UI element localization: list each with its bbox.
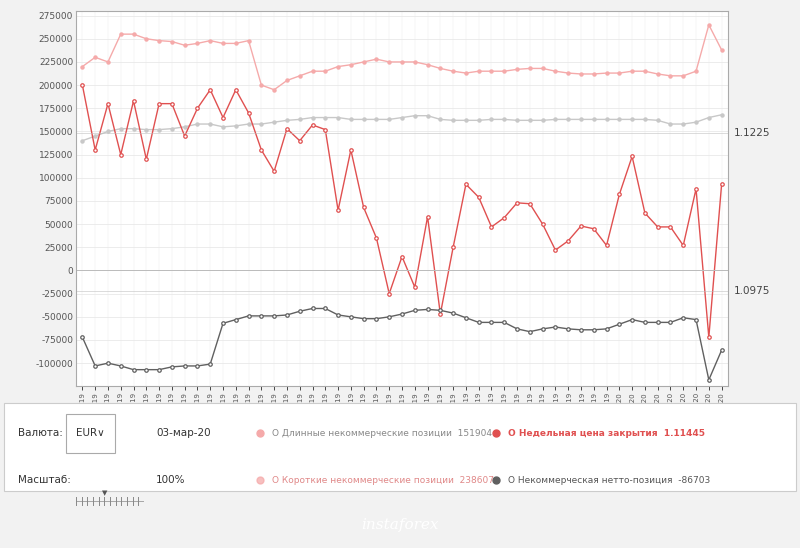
Text: Масштаб:: Масштаб:: [18, 475, 70, 485]
Text: 03-мар-20: 03-мар-20: [156, 429, 210, 438]
Text: О Некоммерческая нетто-позиция  -86703: О Некоммерческая нетто-позиция -86703: [508, 476, 710, 484]
Text: 100%: 100%: [156, 475, 186, 485]
FancyBboxPatch shape: [4, 403, 796, 491]
Text: О Длинные некоммерческие позиции  151904: О Длинные некоммерческие позиции 151904: [272, 429, 492, 438]
Text: ▼: ▼: [102, 490, 107, 496]
Text: О Недельная цена закрытия  1.11445: О Недельная цена закрытия 1.11445: [508, 429, 705, 438]
Text: 1.0975: 1.0975: [734, 286, 770, 296]
FancyBboxPatch shape: [66, 414, 115, 453]
Text: instaforex: instaforex: [362, 518, 438, 532]
Text: 1.1225: 1.1225: [734, 128, 770, 138]
Text: О Короткие некоммерческие позиции  238607: О Короткие некоммерческие позиции 238607: [272, 476, 494, 484]
Text: EUR∨: EUR∨: [76, 429, 105, 438]
Text: Валюта:: Валюта:: [18, 429, 62, 438]
